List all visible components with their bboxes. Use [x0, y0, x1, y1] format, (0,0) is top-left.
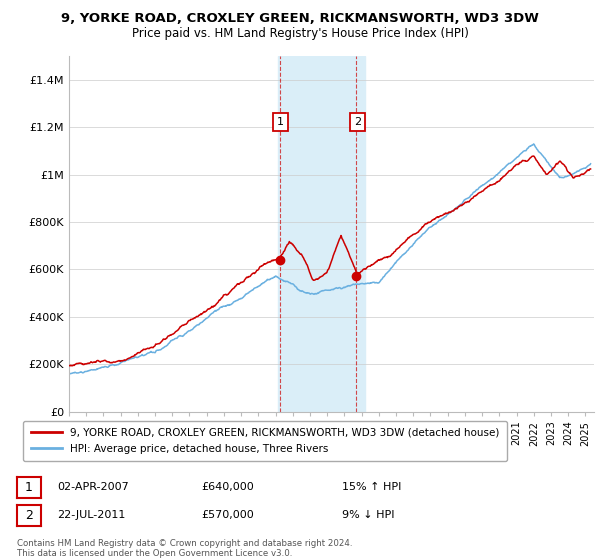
Text: 2: 2	[25, 508, 33, 522]
Text: £640,000: £640,000	[201, 482, 254, 492]
Text: 1: 1	[277, 118, 284, 127]
Text: 1: 1	[25, 480, 33, 494]
Text: 9, YORKE ROAD, CROXLEY GREEN, RICKMANSWORTH, WD3 3DW: 9, YORKE ROAD, CROXLEY GREEN, RICKMANSWO…	[61, 12, 539, 25]
Text: 2: 2	[354, 118, 361, 127]
Text: Contains HM Land Registry data © Crown copyright and database right 2024.
This d: Contains HM Land Registry data © Crown c…	[17, 539, 352, 558]
Text: 15% ↑ HPI: 15% ↑ HPI	[342, 482, 401, 492]
Text: 02-APR-2007: 02-APR-2007	[57, 482, 129, 492]
Text: Price paid vs. HM Land Registry's House Price Index (HPI): Price paid vs. HM Land Registry's House …	[131, 27, 469, 40]
Text: £570,000: £570,000	[201, 510, 254, 520]
Legend: 9, YORKE ROAD, CROXLEY GREEN, RICKMANSWORTH, WD3 3DW (detached house), HPI: Aver: 9, YORKE ROAD, CROXLEY GREEN, RICKMANSWO…	[23, 421, 507, 461]
Text: 22-JUL-2011: 22-JUL-2011	[57, 510, 125, 520]
Text: 9% ↓ HPI: 9% ↓ HPI	[342, 510, 395, 520]
Bar	[278, 56, 365, 412]
